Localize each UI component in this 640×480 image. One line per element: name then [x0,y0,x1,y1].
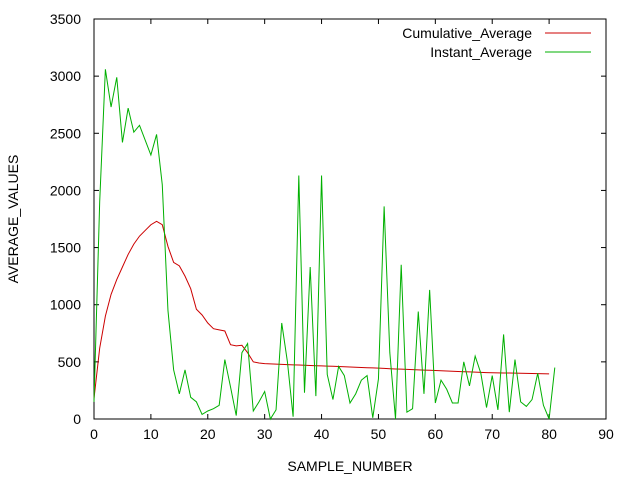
x-tick-label: 60 [428,426,444,442]
plot-frame [93,18,607,420]
x-tick-label: 20 [200,426,216,442]
y-tick-label: 1000 [50,297,81,313]
x-tick-label: 0 [90,426,98,442]
x-tick-label: 40 [314,426,330,442]
y-tick-label: 2000 [50,182,81,198]
legend-entry-label: Instant_Average [430,44,532,60]
y-tick-label: 3000 [50,68,81,84]
series-layer [93,69,556,421]
x-tick-label: 70 [484,426,500,442]
x-tick-label: 50 [371,426,387,442]
x-tick-label: 80 [541,426,557,442]
x-tick-label: 30 [257,426,273,442]
y-axis-ticks: 0 500 1000 1500 2000 2500 3000 3500 [50,11,606,427]
y-tick-label: 3500 [50,11,81,27]
legend: Cumulative_Average Instant_Average [402,25,591,60]
x-tick-label: 10 [143,426,159,442]
y-tick-label: 1500 [50,240,81,256]
x-axis-ticks: 0 10 20 30 40 50 60 70 80 90 [90,19,614,442]
plot-border [93,18,607,420]
y-axis-label: AVERAGE_VALUES [5,155,21,284]
y-tick-label: 2500 [50,125,81,141]
series-line-instant-average [93,69,556,421]
x-axis-label: SAMPLE_NUMBER [287,458,412,474]
x-tick-label: 90 [598,426,614,442]
y-tick-label: 500 [58,354,82,370]
series-line-cumulative-average [93,220,550,399]
y-tick-label: 0 [73,411,81,427]
legend-entry-label: Cumulative_Average [402,25,532,41]
